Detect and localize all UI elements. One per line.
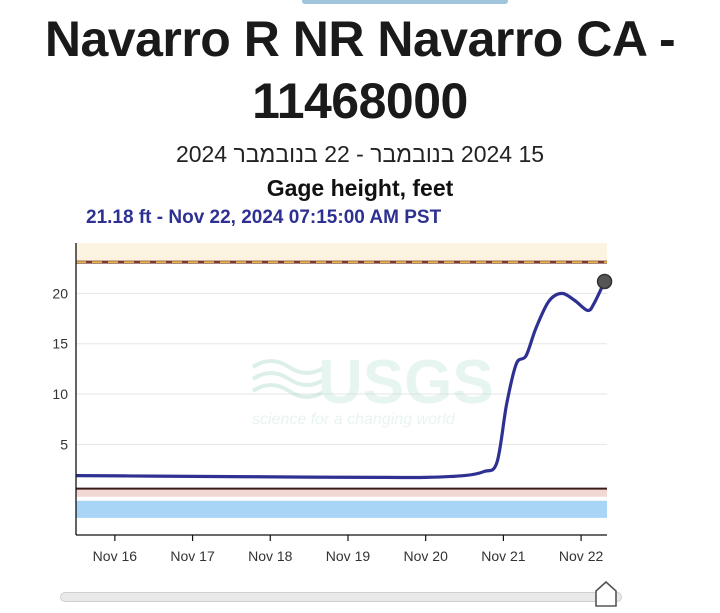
latest-reading: 21.18 ft - Nov 22, 2024 07:15:00 AM PST [86, 207, 442, 228]
grid-lines [76, 292, 607, 445]
series-layer [75, 273, 613, 480]
parameter-label: Gage height, feet [266, 175, 454, 201]
latest-point-marker [596, 273, 613, 290]
x-tick-label: Nov 17 [170, 548, 215, 564]
flood-band [76, 243, 607, 263]
top-tab-indicator [302, 0, 508, 4]
x-tick-label: Nov 22 [559, 548, 604, 564]
no-flow-band [76, 500, 607, 518]
usgs-tagline: science for a changing world [252, 411, 456, 428]
x-tick-label: Nov 20 [404, 548, 449, 564]
x-tick-label: Nov 16 [93, 548, 138, 564]
date-range: 15 2024 בנובמבר - 22 בנובמבר 2024 [175, 141, 545, 167]
y-tick-label: 10 [52, 386, 68, 402]
usgs-watermark: USGS science for a changing world [251, 348, 494, 428]
y-tick-label: 20 [52, 285, 68, 301]
axes: 5 10 15 20 Nov 16 Nov 17 Nov 18 Nov 19 Nov 20 Nov… [52, 243, 607, 564]
reference-bands [76, 243, 607, 518]
gage-height-series-line [75, 280, 607, 480]
y-tick-label: 15 [52, 336, 68, 352]
chart-title: Navarro R NR Navarro CA - 11468000 [44, 11, 676, 129]
time-slider-track[interactable] [60, 592, 622, 602]
x-tick-label: Nov 18 [248, 548, 293, 564]
x-tick-label: Nov 21 [481, 548, 526, 564]
usgs-wave-logo [251, 359, 327, 399]
y-tick-label: 5 [60, 436, 68, 452]
usgs-logo-text: USGS [318, 348, 494, 417]
x-tick-label: Nov 19 [326, 548, 371, 564]
low-band [76, 488, 607, 497]
time-slider-handle[interactable] [593, 580, 619, 613]
